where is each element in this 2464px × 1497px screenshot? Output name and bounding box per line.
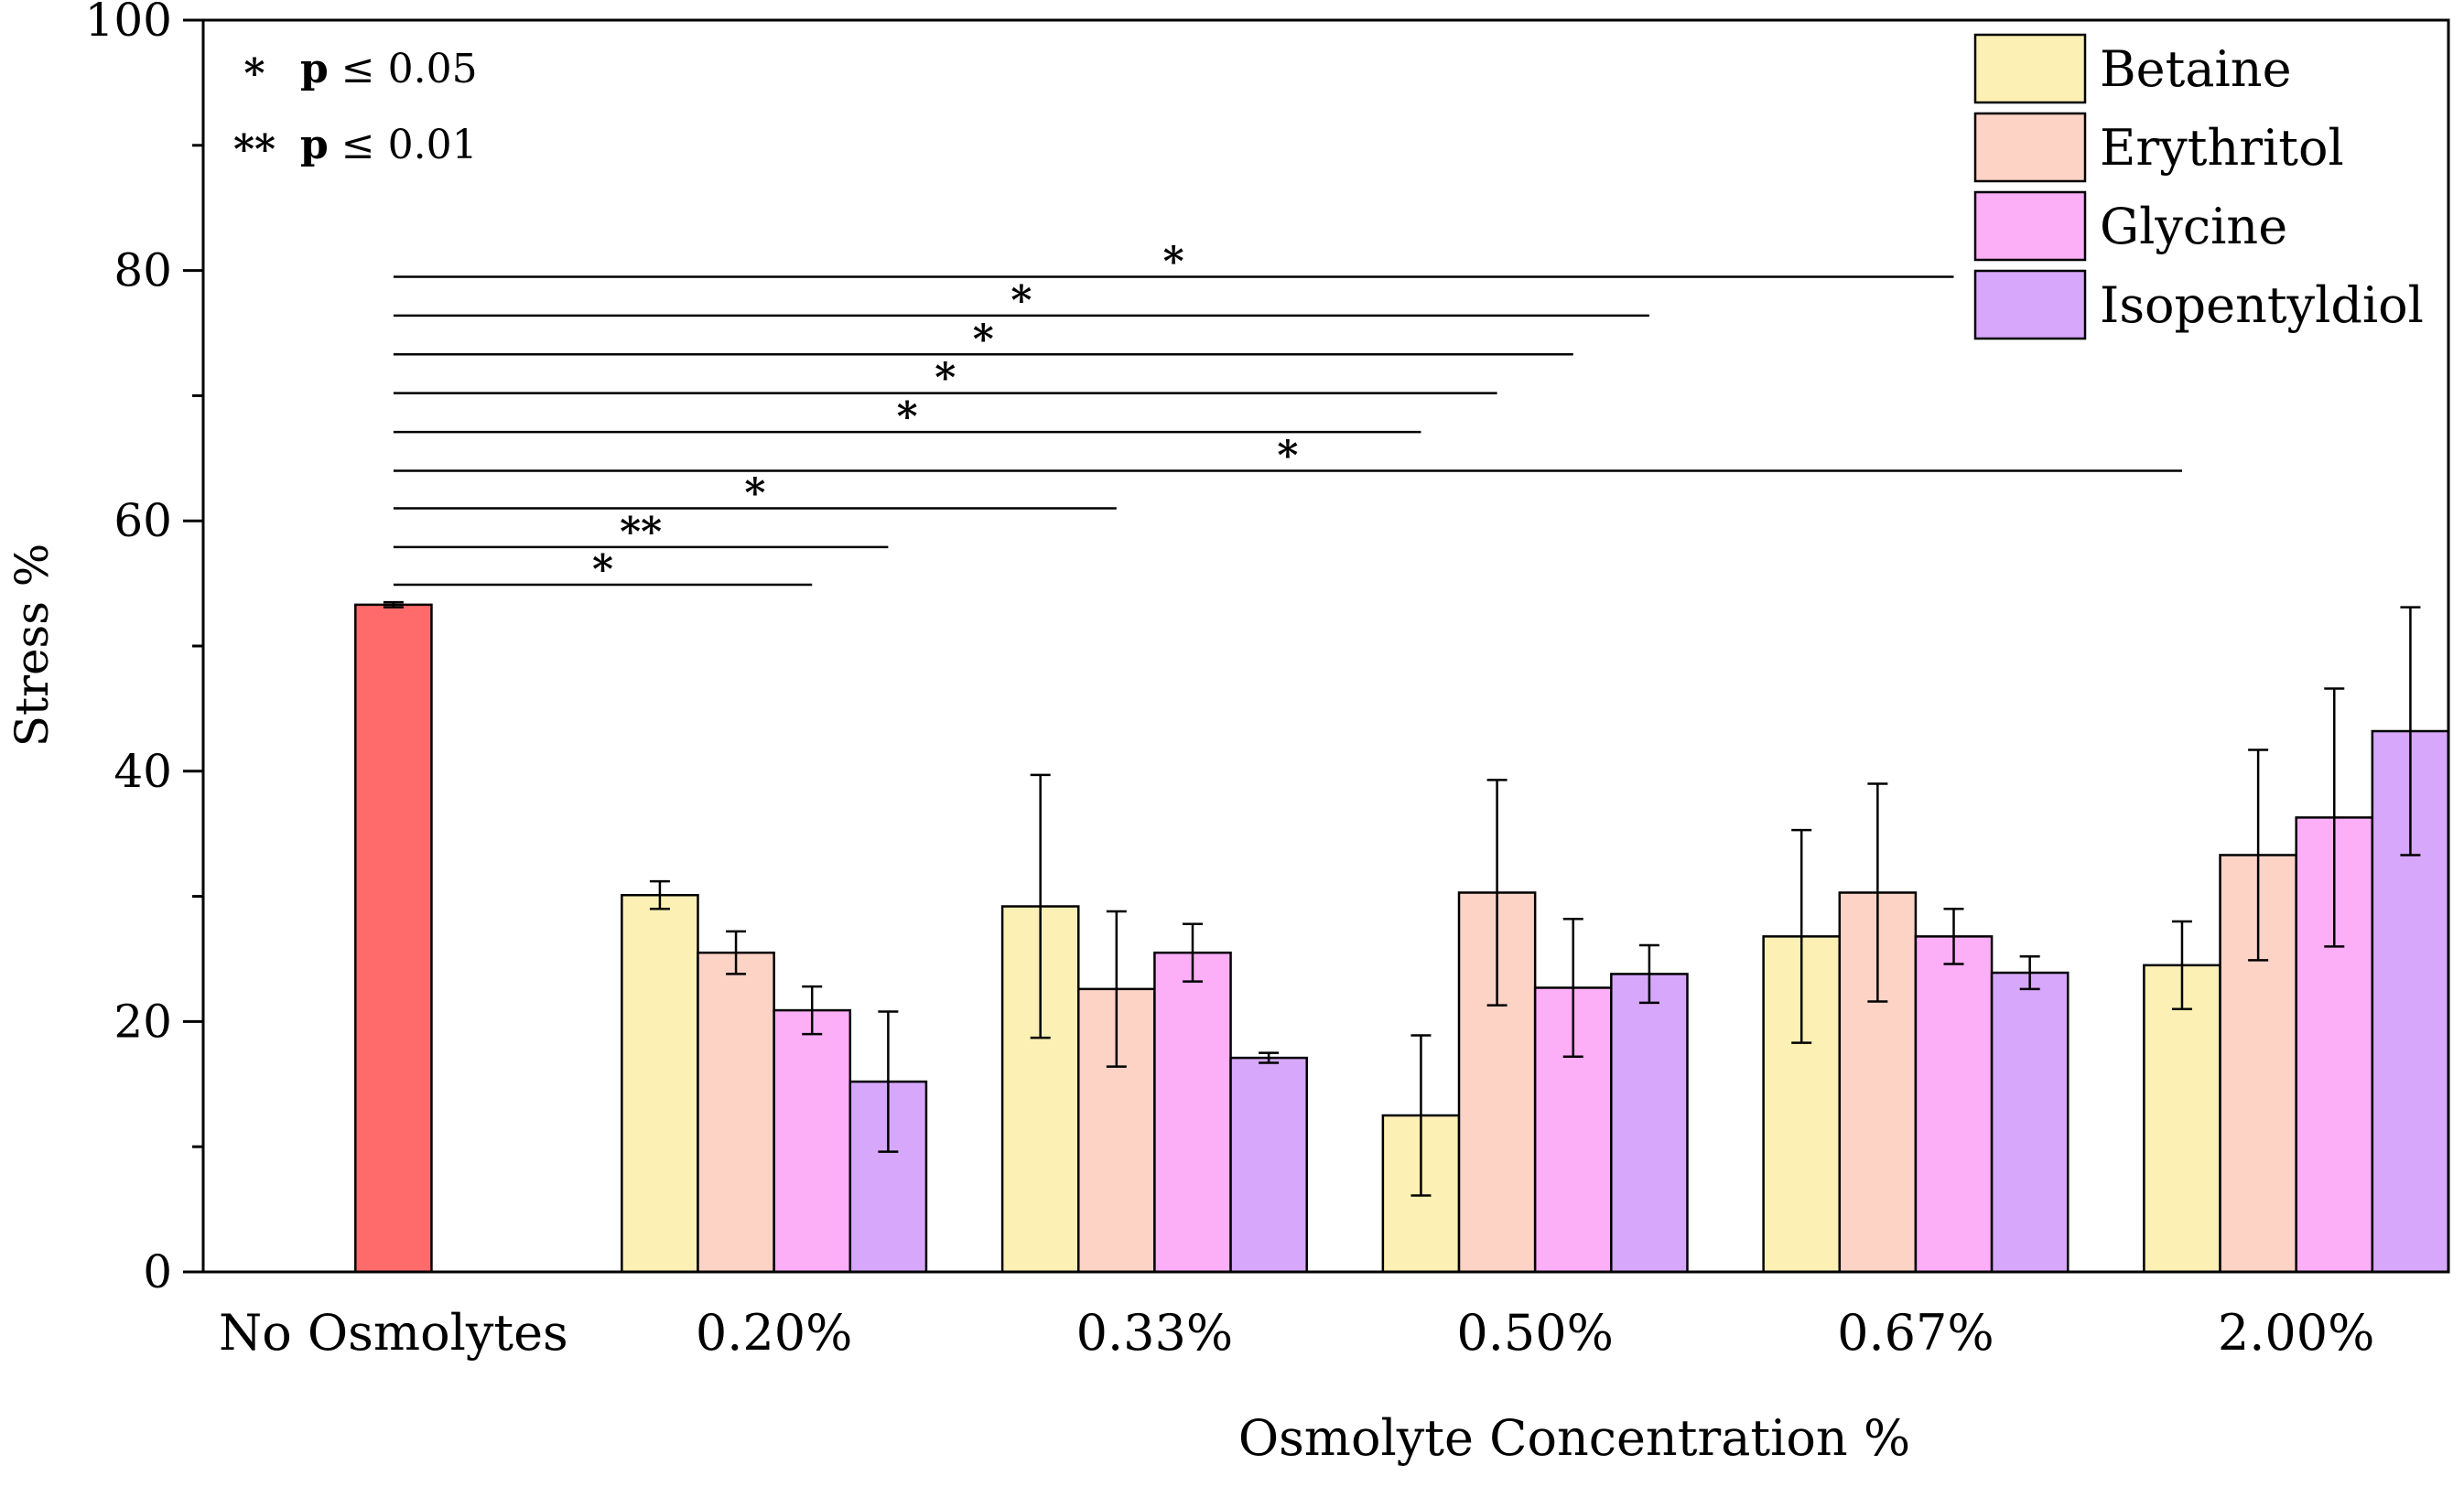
error-bar-erythritol-2.00%: [2248, 748, 2269, 962]
significance-bracket-8: **: [393, 509, 889, 555]
legend: Betaine Erythritol Glycine Isopentyldiol: [1973, 33, 2424, 340]
legend-swatch: [1973, 33, 2087, 104]
significance-key-text: p ≤ 0.05: [300, 46, 478, 92]
significance-bracket-3: *: [393, 316, 1573, 362]
error-bar-betaine-0.20%: [649, 879, 670, 910]
significance-key-symbol: *: [243, 50, 265, 97]
bar-isopentyldiol-0.50%: [1610, 973, 1689, 1274]
significance-marker: *: [744, 470, 765, 517]
x-tick-label: 0.67%: [1837, 1304, 1994, 1362]
y-axis-label: Stress %: [5, 544, 59, 748]
error-bar-glycine-0.33%: [1182, 922, 1203, 983]
bar-erythritol-0.20%: [697, 951, 775, 1274]
y-tick-label: 60: [113, 494, 172, 547]
significance-marker: *: [935, 355, 956, 402]
significance-key-1: * p ≤ 0.05: [243, 46, 477, 97]
y-tick-label: 40: [113, 745, 172, 798]
significance-bracket-4: *: [393, 355, 1497, 402]
error-bar-erythritol-0.33%: [1106, 910, 1127, 1068]
error-bar-betaine-0.67%: [1791, 828, 1812, 1044]
significance-marker: **: [620, 509, 662, 555]
significance-brackets-layer: **********: [393, 238, 2182, 593]
legend-swatch: [1973, 190, 2087, 262]
error-bar-control: [383, 600, 404, 608]
significance-marker: *: [1010, 277, 1032, 324]
error-bar-glycine-0.67%: [1943, 908, 1964, 965]
error-bar-isopentyldiol-0.33%: [1259, 1051, 1280, 1064]
bar-isopentyldiol-0.33%: [1229, 1056, 1308, 1274]
significance-marker: *: [592, 546, 613, 593]
bar-control: [354, 603, 433, 1274]
error-bar-isopentyldiol-0.67%: [2019, 955, 2040, 991]
bar-glycine-0.33%: [1153, 951, 1232, 1274]
x-tick-label: 0.50%: [1456, 1304, 1614, 1362]
y-tick-label: 80: [113, 244, 172, 297]
legend-label: Isopentyldiol: [2100, 276, 2424, 334]
significance-bracket-6: *: [393, 432, 2182, 479]
x-tick-label: 0.33%: [1076, 1304, 1234, 1362]
error-bar-isopentyldiol-2.00%: [2400, 606, 2421, 856]
significance-key-symbol: **: [233, 126, 276, 173]
legend-item-betaine: Betaine: [1973, 33, 2292, 104]
significance-bracket-1: *: [393, 238, 1954, 285]
legend-item-isopentyldiol: Isopentyldiol: [1973, 269, 2424, 340]
significance-bracket-7: *: [393, 470, 1117, 517]
legend-swatch: [1973, 112, 2087, 183]
y-tick-label: 100: [85, 0, 172, 47]
error-bar-glycine-2.00%: [2324, 687, 2345, 948]
bar-isopentyldiol-0.67%: [1990, 971, 2070, 1274]
y-tick-label: 20: [113, 995, 172, 1048]
significance-bracket-5: *: [393, 393, 1421, 440]
significance-key-2: ** p ≤ 0.01: [233, 122, 478, 173]
bar-betaine-0.20%: [621, 893, 699, 1274]
significance-marker: *: [973, 316, 994, 362]
axes-layer: 0 20 40 60 80 100 No Osmolytes 0.20% 0.33% 0.50% 0…: [85, 0, 2450, 1362]
error-bars-layer: [383, 600, 2421, 1197]
x-tick-label-control: No Osmolytes: [219, 1304, 568, 1362]
bar-glycine-0.20%: [773, 1008, 852, 1274]
significance-bracket-2: *: [393, 277, 1649, 324]
error-bar-glycine-0.20%: [802, 985, 823, 1036]
significance-bracket-9: *: [393, 546, 813, 593]
significance-marker: *: [1163, 238, 1184, 285]
legend-label: Betaine: [2100, 40, 2292, 98]
x-axis-label: Osmolyte Concentration %: [1238, 1409, 1910, 1467]
error-bar-erythritol-0.20%: [726, 930, 747, 975]
error-bar-isopentyldiol-0.20%: [878, 1010, 899, 1153]
error-bar-erythritol-0.67%: [1867, 782, 1888, 1003]
error-bar-isopentyldiol-0.50%: [1638, 943, 1659, 1005]
x-tick-label: 0.20%: [696, 1304, 853, 1362]
x-tick-label: 2.00%: [2218, 1304, 2375, 1362]
error-bar-betaine-2.00%: [2171, 920, 2192, 1010]
bar-betaine-2.00%: [2143, 964, 2221, 1274]
legend-label: Erythritol: [2100, 119, 2344, 177]
significance-key-text: p ≤ 0.01: [300, 122, 478, 168]
significance-marker: *: [897, 393, 918, 440]
bars-layer: [354, 603, 2450, 1274]
legend-swatch: [1973, 269, 2087, 340]
legend-item-glycine: Glycine: [1973, 190, 2287, 262]
bar-glycine-0.67%: [1914, 935, 1994, 1274]
error-bar-betaine-0.50%: [1410, 1034, 1432, 1197]
y-tick-label: 0: [143, 1245, 172, 1298]
significance-legend: * p ≤ 0.05 ** p ≤ 0.01: [233, 46, 478, 173]
legend-item-erythritol: Erythritol: [1973, 112, 2344, 183]
error-bar-glycine-0.50%: [1562, 917, 1583, 1058]
error-bar-betaine-0.33%: [1030, 773, 1051, 1039]
significance-marker: *: [1277, 432, 1298, 479]
legend-label: Glycine: [2100, 198, 2287, 255]
error-bar-erythritol-0.50%: [1486, 779, 1508, 1007]
